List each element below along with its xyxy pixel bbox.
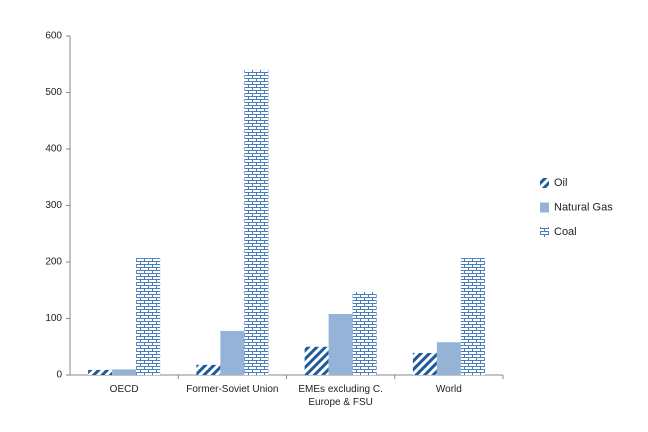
x-tick-label: OECD <box>109 384 139 395</box>
bar <box>136 258 161 375</box>
legend-swatch <box>540 202 549 213</box>
y-tick-label: 500 <box>45 87 62 98</box>
x-tick-label: Former-Soviet Union <box>186 384 279 395</box>
y-tick-label: 600 <box>45 31 62 42</box>
legend-label: Coal <box>554 226 577 238</box>
y-tick-label: 0 <box>56 370 62 381</box>
legend-label: Oil <box>554 177 567 189</box>
y-tick-label: 200 <box>45 257 62 268</box>
bar <box>112 369 137 375</box>
y-tick-label: 100 <box>45 313 62 324</box>
y-tick-label: 300 <box>45 200 62 211</box>
bar <box>244 69 269 376</box>
bar <box>352 291 377 375</box>
legend-swatch <box>540 178 549 188</box>
bar <box>412 352 437 375</box>
y-tick-label: 400 <box>45 144 62 155</box>
bar <box>88 369 113 375</box>
bar <box>328 313 353 375</box>
bar <box>196 364 221 375</box>
bar <box>436 342 461 375</box>
legend-swatch <box>540 227 549 237</box>
bar <box>460 258 485 375</box>
legend-label: Natural Gas <box>554 201 613 213</box>
x-tick-label: World <box>435 384 462 395</box>
x-tick-label: EMEs excluding C. Europe & FSU <box>298 384 383 408</box>
bar <box>304 346 329 375</box>
bar <box>220 330 245 375</box>
